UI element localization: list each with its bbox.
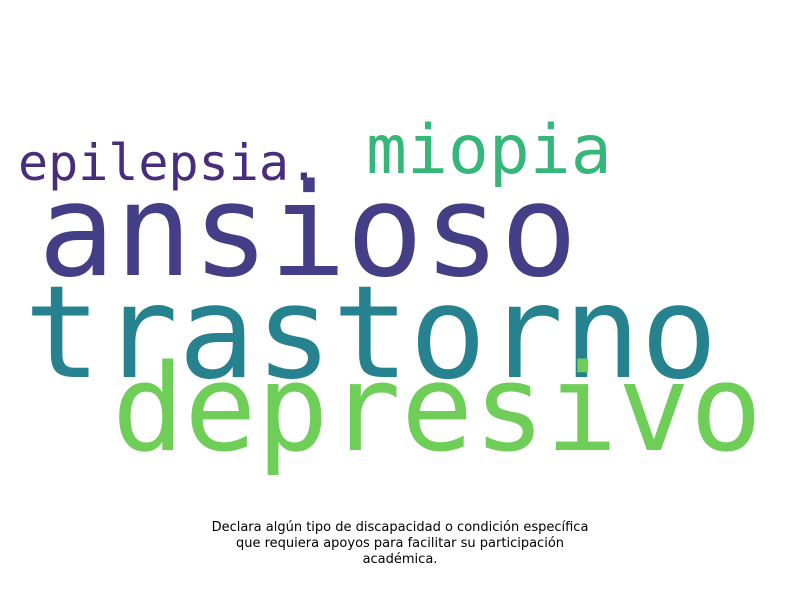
caption-line-2: que requiera apoyos para facilitar su pa… [235, 536, 565, 551]
figure-caption: Declara algún tipo de discapacidad o con… [150, 520, 650, 568]
word-epilepsia: epilepsia. [18, 134, 320, 192]
word-depresivo: depresivo [112, 340, 763, 479]
word-ansioso: ansioso [38, 157, 578, 306]
word-trastorno: trastorno [24, 259, 718, 408]
caption-line-1: Declara algún tipo de discapacidad o con… [211, 520, 589, 535]
caption-line-3: académica. [362, 552, 438, 567]
word-miopia: miopia [366, 111, 612, 190]
